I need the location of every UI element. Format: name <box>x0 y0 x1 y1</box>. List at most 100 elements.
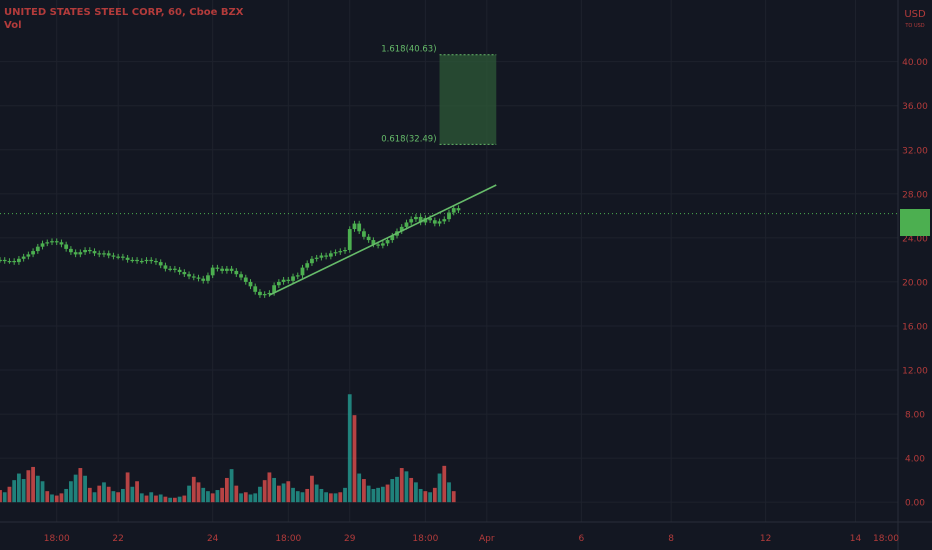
volume-bar <box>428 492 432 503</box>
price-tick-label: 20.00 <box>902 278 928 288</box>
candle-body <box>87 249 92 252</box>
candle-body <box>149 259 154 262</box>
candle-body <box>196 277 201 279</box>
candle-body <box>78 252 83 255</box>
volume-bar <box>234 485 239 503</box>
symbol-label[interactable]: UNITED STATES STEEL CORP, 60, Cboe BZX <box>4 7 244 18</box>
chart-drawings[interactable]: 1.618(40.63) 0.618(32.49) <box>0 45 898 296</box>
candle-body <box>144 259 149 262</box>
candle-body <box>409 219 414 223</box>
price-candles <box>0 205 461 298</box>
volume-bar <box>385 484 390 503</box>
candle-body <box>310 258 314 264</box>
volume-bar <box>399 468 404 503</box>
time-tick-label: 18:00 <box>412 534 438 544</box>
volume-bar <box>17 473 21 503</box>
volume-bar <box>442 465 447 503</box>
candle-body <box>83 249 87 253</box>
volume-bar <box>352 415 357 503</box>
volume-bar <box>319 488 324 503</box>
volume-bar <box>224 477 229 503</box>
candle-body <box>362 231 366 237</box>
candle-body <box>357 223 362 232</box>
volume-bar <box>404 471 409 503</box>
candle-body <box>64 244 69 249</box>
volume-bar <box>163 496 168 503</box>
time-tick-label: 6 <box>578 534 584 544</box>
volume-bar <box>92 492 97 503</box>
volume-bar <box>177 496 182 503</box>
volume-label[interactable]: Vol <box>4 20 22 31</box>
volume-bar <box>154 495 158 503</box>
volume-bar <box>380 486 385 503</box>
volume-bar <box>116 492 121 503</box>
volume-bar <box>64 488 69 503</box>
volume-bar <box>451 491 456 503</box>
candle-body <box>97 253 102 255</box>
candle-body <box>432 220 437 224</box>
fib-label-top: 1.618(40.63) <box>381 45 436 55</box>
candle-body <box>224 268 229 271</box>
time-tick-label: 22 <box>112 534 123 544</box>
volume-bar <box>324 492 329 503</box>
volume-bar <box>248 494 253 503</box>
candle-body <box>102 253 106 255</box>
candle-body <box>404 222 409 227</box>
fib-label-bottom: 0.618(32.49) <box>381 134 436 144</box>
volume-bar <box>0 490 2 503</box>
volume-bar <box>267 472 272 503</box>
candle-body <box>258 291 262 296</box>
volume-bar <box>54 495 59 503</box>
volume-bars <box>0 394 456 503</box>
candle-body <box>442 219 447 222</box>
time-tick-label: Apr <box>479 534 495 544</box>
volume-bar <box>50 494 54 503</box>
volume-bar <box>418 488 423 503</box>
volume-bar <box>215 490 220 503</box>
candle-body <box>2 259 7 262</box>
volume-bar <box>78 468 83 503</box>
currency-label: USD <box>904 9 926 20</box>
volume-bar <box>31 466 35 503</box>
volume-bar <box>357 473 362 503</box>
time-axis[interactable]: 18:00 22 24 18:00 29 18:00 Apr 6 8 12 14 18:00 <box>0 521 932 544</box>
price-tick-label: 12.00 <box>902 367 928 377</box>
volume-bar <box>210 493 215 503</box>
volume-bar <box>376 487 380 503</box>
volume-bar <box>182 495 187 503</box>
volume-bar <box>447 482 451 503</box>
volume-bar <box>395 476 399 503</box>
candle-body <box>347 229 352 250</box>
volume-bar <box>423 491 428 503</box>
candle-body <box>158 262 163 266</box>
volume-bar <box>414 482 418 503</box>
volume-bar <box>371 488 376 503</box>
price-tick-label: 28.00 <box>902 190 928 200</box>
candle-body <box>17 258 21 263</box>
candle-body <box>120 256 125 258</box>
volume-bar <box>328 493 333 503</box>
candle-body <box>31 251 35 255</box>
candle-body <box>106 253 111 256</box>
candle-body <box>59 242 64 245</box>
candle-body <box>428 218 432 221</box>
price-axis[interactable]: 40.00 36.00 32.00 28.00 24.00 20.00 16.00 12.00… <box>897 0 928 550</box>
candle-body <box>135 259 139 262</box>
volume-bar <box>347 394 352 503</box>
candle-body <box>35 246 40 252</box>
candle-body <box>300 267 305 276</box>
volume-bar <box>196 482 201 503</box>
candle-body <box>418 216 423 223</box>
time-tick-label: 18:00 <box>44 534 70 544</box>
candle-body <box>243 277 248 282</box>
candle-body <box>399 226 404 232</box>
candle-body <box>253 286 258 292</box>
price-tick-label: 16.00 <box>902 322 928 332</box>
volume-bar <box>262 480 267 503</box>
volume-bar <box>305 488 310 503</box>
candle-body <box>40 243 45 247</box>
volume-bar <box>314 484 319 503</box>
candle-body <box>276 281 281 286</box>
price-tick-label: 40.00 <box>902 58 928 68</box>
